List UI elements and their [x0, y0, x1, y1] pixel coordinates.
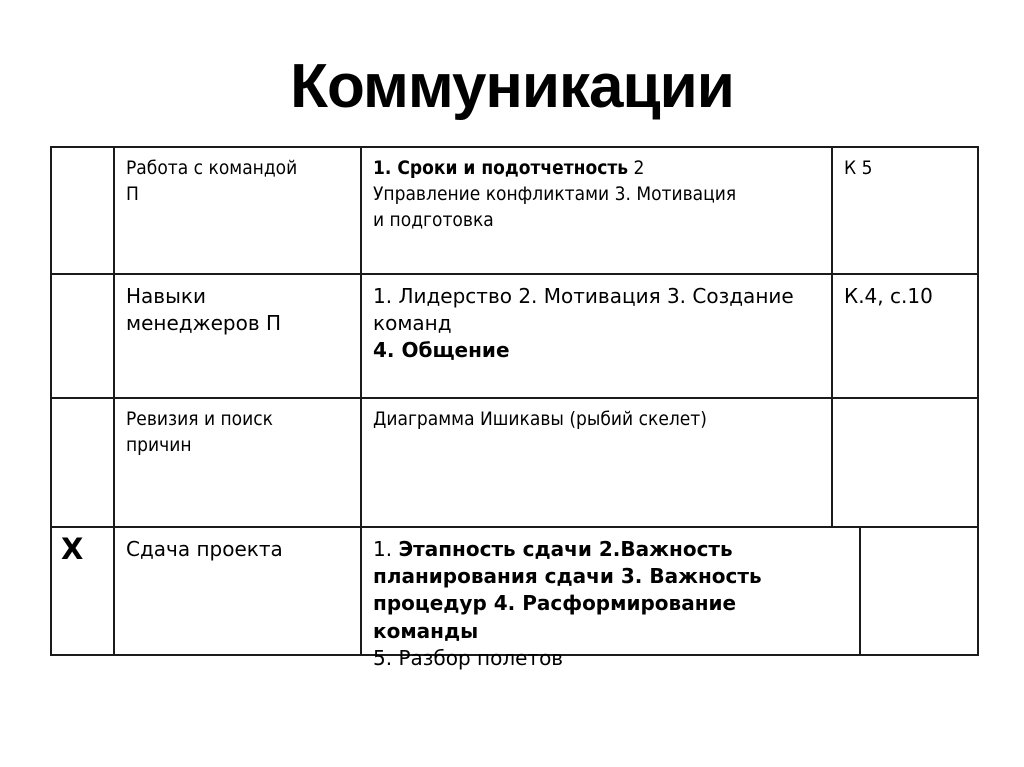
row1-topic: Работа с командой П — [126, 157, 298, 205]
row1-ref: К 5 — [844, 157, 873, 179]
row4-content-cell: 1. Этапность сдачи 2.Важность планирован… — [360, 526, 861, 670]
row2-ref-cell: К.4, с.10 — [831, 273, 979, 399]
row1-content-cell: 1. Сроки и подотчетность 2 Управление ко… — [360, 146, 833, 275]
row3-topic-cell: Ревизия и поиск причин — [113, 397, 362, 528]
row2-content: 1. Лидерство 2. Мотивация 3. Создание ко… — [373, 284, 794, 363]
row4-topic-cell: Сдача проекта — [113, 526, 362, 656]
slide-title: Коммуникации — [290, 52, 735, 121]
row3-content-cell: Диаграмма Ишикавы (рыбий скелет) — [360, 397, 833, 528]
row1-topic-cell: Работа с командой П — [113, 146, 362, 275]
row3-mark-cell — [50, 397, 115, 528]
row4-ref-cell — [859, 526, 979, 656]
row3-topic: Ревизия и поиск причин — [126, 408, 273, 456]
row3-ref-cell — [831, 397, 979, 528]
row4-mark-cell: X — [50, 526, 115, 656]
row2-mark-cell — [50, 273, 115, 399]
row2-topic: Навыки менеджеров П — [126, 284, 282, 336]
row2-content-cell: 1. Лидерство 2. Мотивация 3. Создание ко… — [360, 273, 833, 399]
row2-ref: К.4, с.10 — [844, 284, 933, 308]
row4-content: 1. Этапность сдачи 2.Важность планирован… — [373, 537, 762, 670]
row4-mark: X — [61, 532, 84, 566]
row2-topic-cell: Навыки менеджеров П — [113, 273, 362, 399]
row1-content: 1. Сроки и подотчетность 2 Управление ко… — [373, 157, 737, 231]
row4-topic: Сдача проекта — [126, 537, 283, 561]
row1-mark-cell — [50, 146, 115, 275]
row3-content: Диаграмма Ишикавы (рыбий скелет) — [373, 408, 707, 430]
row1-ref-cell: К 5 — [831, 146, 979, 275]
